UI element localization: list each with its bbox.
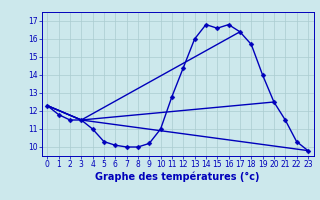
X-axis label: Graphe des températures (°c): Graphe des températures (°c): [95, 172, 260, 182]
